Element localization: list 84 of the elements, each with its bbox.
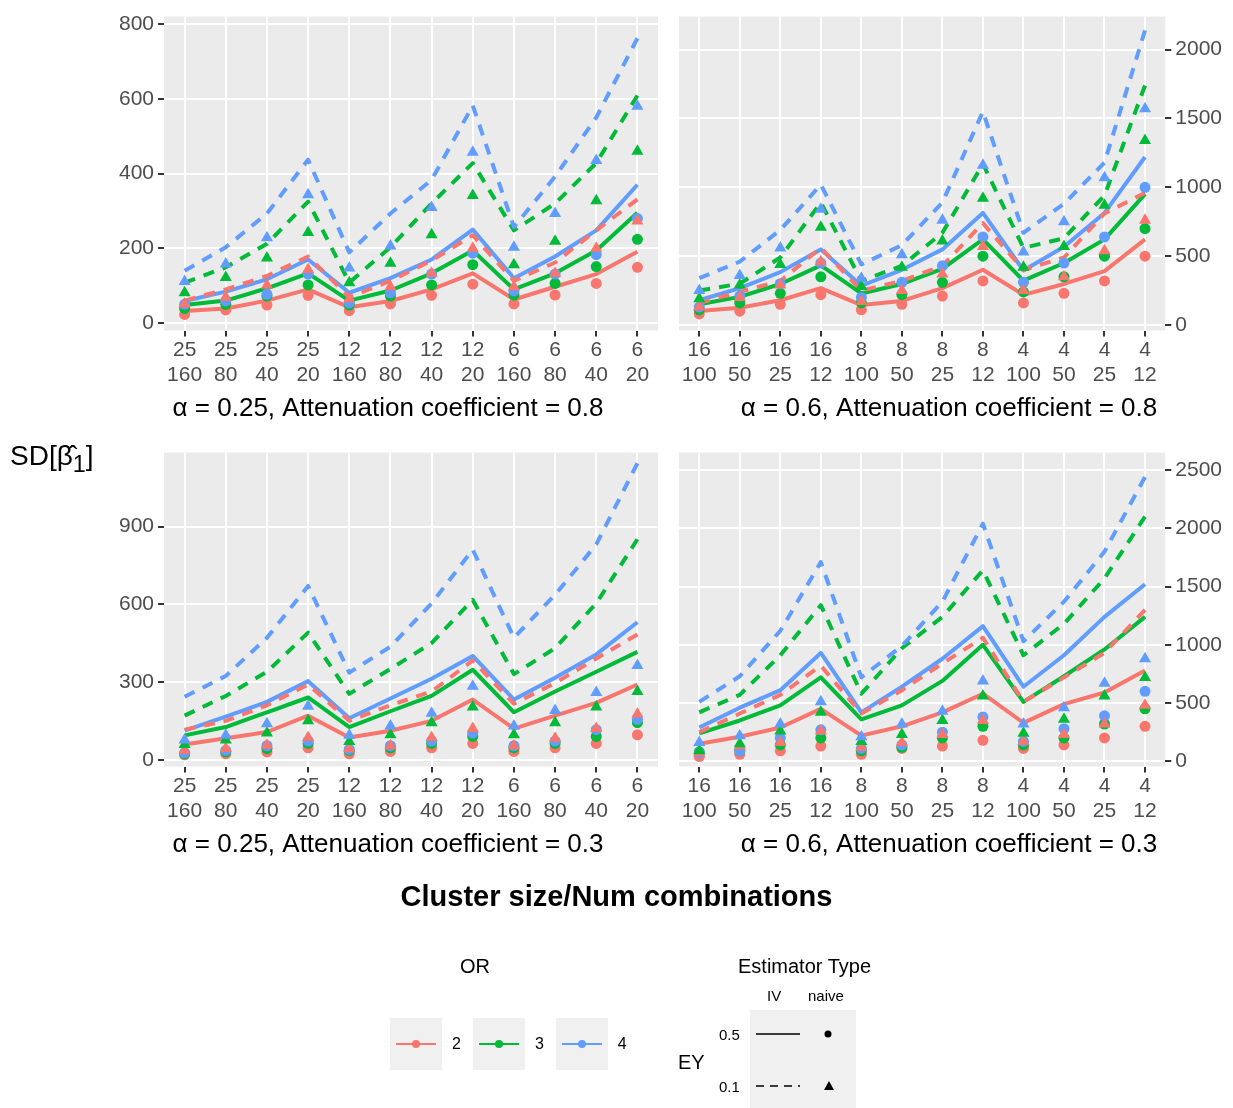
y2-tick-label: 500	[1175, 242, 1211, 266]
x-tick-label: 12 160	[331, 337, 367, 385]
y-tick-label: 200	[118, 235, 155, 259]
x-tick-label: 6 80	[543, 773, 567, 821]
text: 0.5	[719, 1026, 740, 1043]
x-tick-label: 6 40	[584, 337, 608, 385]
x-tick-label: 8 100	[843, 337, 879, 385]
text: EY	[678, 1051, 705, 1074]
x-tick-label: 25 80	[214, 773, 238, 821]
x-tick-label: 25 40	[255, 337, 279, 385]
text: α = 0.25, Attenuation coefficient = 0.3	[172, 827, 604, 858]
x-tick-label: 8 100	[843, 773, 879, 821]
y2-tick-label: 1000	[1175, 174, 1222, 198]
x-tick-label: 12 20	[461, 773, 485, 821]
x-tick-label: 16 25	[768, 337, 792, 385]
text: naive	[808, 987, 844, 1004]
legend-label: 3	[534, 1035, 544, 1053]
x-tick-label: 4 25	[1092, 773, 1117, 821]
x-tick-label: 25 160	[167, 337, 203, 385]
x-tick-label: 6 40	[584, 773, 608, 821]
y-tick-label: 400	[118, 160, 155, 184]
x-tick-label: 4 50	[1052, 337, 1076, 385]
x-tick-label: 4 50	[1052, 773, 1076, 821]
x-tick-label: 4 100	[1005, 337, 1041, 385]
text: Estimator Type	[738, 955, 872, 978]
x-tick-label: 6 160	[496, 337, 532, 385]
x-tick-label: 12 80	[378, 773, 403, 821]
y-tick-label: 0	[142, 746, 155, 770]
y-tick-label: 800	[118, 10, 155, 34]
x-tick-label: 16 12	[809, 337, 833, 385]
y-tick-label: 300	[118, 668, 155, 692]
x-tick-label: 16 50	[728, 337, 752, 385]
x-tick-label: 6 20	[625, 337, 650, 385]
x-tick-label: 4 12	[1133, 337, 1157, 385]
x-tick-label: 25 40	[255, 773, 279, 821]
text: α = 0.25, Attenuation coefficient = 0.8	[172, 391, 604, 422]
x-tick-label: 25 20	[296, 773, 320, 821]
legend-label: 4	[617, 1035, 627, 1053]
x-axis-title: Cluster size/Num combinations	[399, 880, 834, 913]
y2-tick-label: 1500	[1175, 573, 1222, 597]
x-tick-label: 25 80	[214, 337, 238, 385]
x-tick-label: 12 160	[331, 773, 367, 821]
y2-tick-label: 1000	[1175, 631, 1222, 655]
y-tick-label: 600	[118, 591, 155, 615]
x-tick-label: 12 40	[419, 337, 444, 385]
x-tick-label: 4 12	[1133, 773, 1157, 821]
y-axis-title: SD[β̂$_{1}$]	[10, 440, 94, 478]
x-tick-label: 6 20	[625, 773, 650, 821]
x-tick-label: 6 160	[496, 773, 532, 821]
x-tick-label: 16 25	[768, 773, 792, 821]
x-tick-label: 6 80	[543, 337, 567, 385]
y-tick-label: 600	[118, 85, 155, 109]
x-tick-label: 8 25	[930, 773, 955, 821]
text: 0.1	[719, 1078, 740, 1095]
y2-tick-label: 2500	[1175, 456, 1222, 480]
y2-tick-label: 2000	[1175, 36, 1222, 60]
y2-tick-label: 2000	[1175, 515, 1222, 539]
x-tick-label: 16 50	[728, 773, 752, 821]
y2-tick-label: 0	[1175, 748, 1187, 772]
x-tick-label: 12 20	[461, 337, 485, 385]
x-tick-label: 8 50	[890, 773, 914, 821]
x-tick-label: 8 50	[890, 337, 914, 385]
x-tick-label: 12 40	[419, 773, 444, 821]
x-tick-label: 4 25	[1092, 337, 1117, 385]
text: α = 0.6, Attenuation coefficient = 0.8	[740, 391, 1158, 422]
y-tick-label: 0	[142, 309, 155, 333]
y2-tick-label: 0	[1175, 311, 1187, 335]
x-tick-label: 8 25	[930, 337, 955, 385]
text: α = 0.6, Attenuation coefficient = 0.3	[740, 827, 1158, 858]
text: IV	[767, 987, 782, 1004]
legend-label: 2	[452, 1035, 461, 1053]
y-tick-label: 900	[118, 513, 155, 537]
legend-title: OR	[459, 955, 491, 978]
x-tick-label: 25 160	[167, 773, 203, 821]
x-tick-label: 16 100	[681, 773, 717, 821]
x-tick-label: 4 100	[1005, 773, 1041, 821]
x-tick-label: 16 100	[681, 337, 717, 385]
x-tick-label: 25 20	[296, 337, 320, 385]
x-tick-label: 12 80	[378, 337, 403, 385]
y2-tick-label: 1500	[1175, 105, 1222, 129]
y2-tick-label: 500	[1175, 689, 1211, 713]
x-tick-label: 16 12	[809, 773, 833, 821]
x-tick-label: 8 12	[971, 337, 995, 385]
x-tick-label: 8 12	[971, 773, 995, 821]
